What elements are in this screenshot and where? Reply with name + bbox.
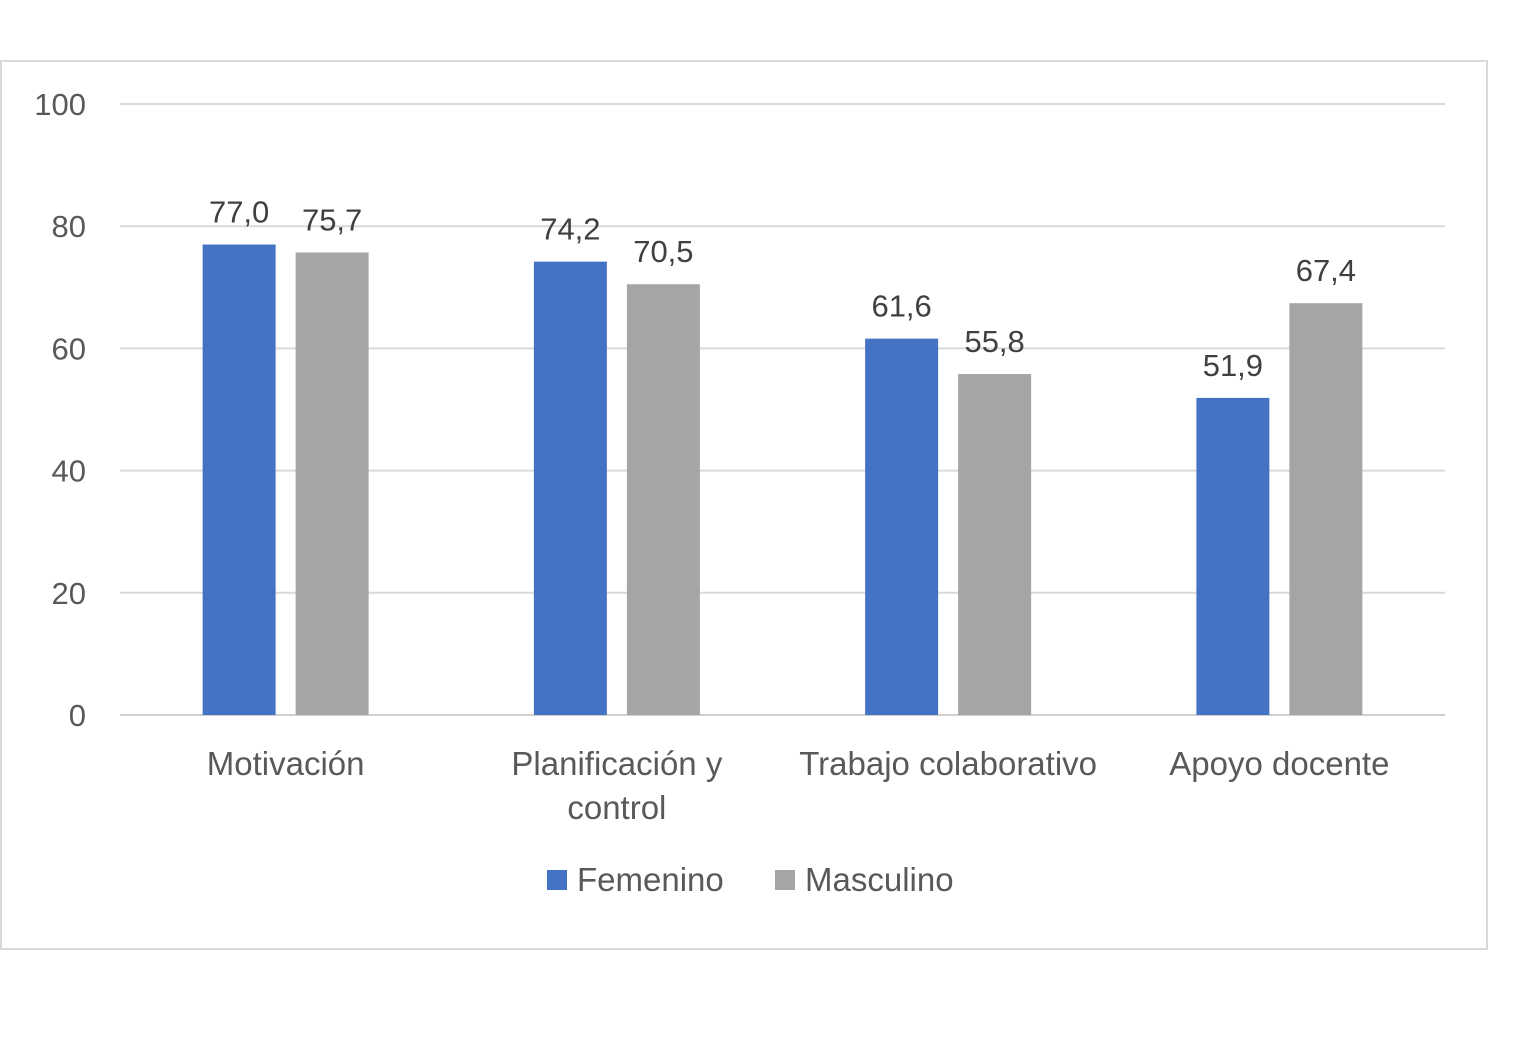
x-tick-label: Motivación (207, 745, 365, 782)
y-tick-label: 60 (52, 331, 86, 366)
bar-masculino (295, 252, 369, 715)
x-tick-label: Trabajo colaborativo (799, 745, 1097, 782)
bar-masculino (1289, 303, 1363, 715)
x-tick-label: Planificación y (511, 745, 722, 782)
y-tick-label: 100 (34, 87, 86, 122)
data-label: 70,5 (633, 234, 693, 269)
data-label: 55,8 (964, 324, 1024, 359)
x-tick-label: Apoyo docente (1169, 745, 1389, 782)
data-label: 61,6 (871, 289, 931, 324)
bar-masculino (626, 284, 700, 715)
data-label: 77,0 (209, 195, 269, 230)
bar-femenino (1196, 397, 1270, 715)
y-tick-label: 80 (52, 209, 86, 244)
legend-swatch-masculino (775, 870, 795, 890)
legend-swatch-femenino (547, 870, 567, 890)
bar-masculino (958, 374, 1032, 715)
y-tick-label: 40 (52, 454, 86, 489)
data-label: 74,2 (540, 212, 600, 247)
legend-label-masculino: Masculino (805, 861, 954, 898)
bar-femenino (202, 244, 276, 715)
bar-chart: 0 20 40 60 80 100 77,0 75,7 Motivación 74,2 70,5 Pl… (34, 87, 1445, 898)
y-tick-label: 20 (52, 576, 86, 611)
x-tick-label: control (567, 789, 666, 826)
bar-femenino (533, 261, 607, 715)
bar-femenino (865, 338, 939, 715)
y-tick-label: 0 (69, 698, 86, 733)
chart-frame: 0 20 40 60 80 100 77,0 75,7 Motivación 74,2 70,5 Pl… (0, 60, 1488, 950)
legend-label-femenino: Femenino (577, 861, 724, 898)
data-label: 51,9 (1203, 348, 1263, 383)
data-label: 75,7 (302, 202, 362, 237)
data-label: 67,4 (1296, 253, 1356, 288)
